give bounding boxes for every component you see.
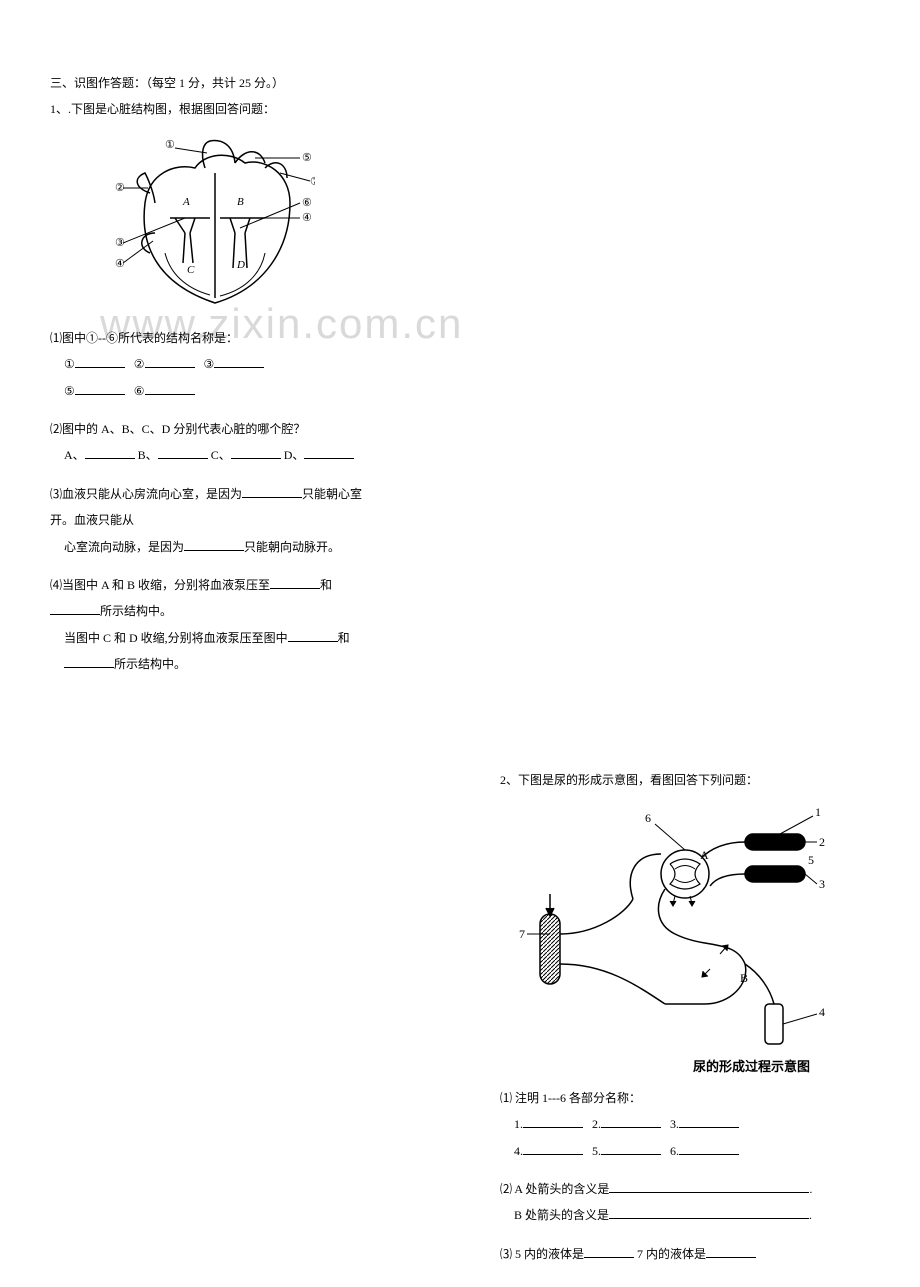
- heart-label-A: A: [182, 196, 190, 208]
- label-A: A、: [64, 448, 85, 462]
- blank: [609, 1179, 809, 1193]
- p5a: 当图中 C 和 D 收缩,分别将血液泵压至图中: [64, 631, 288, 645]
- heart-label-B: B: [237, 196, 244, 208]
- heart-label-4b: ④: [302, 212, 312, 224]
- p3d: 只能朝向动脉开。: [244, 540, 340, 554]
- heart-label-1: ①: [165, 139, 175, 151]
- p4b: 所示结构中。: [100, 604, 172, 618]
- heart-label-7: ⑦: [310, 176, 315, 188]
- urine-label-1: 1: [815, 805, 821, 819]
- lbl-3: 3.: [670, 1117, 679, 1131]
- q1-title: 1、.下图是心脏结构图，根据图回答问题：: [50, 96, 380, 122]
- blank: [584, 1244, 634, 1258]
- left-column: 三、识图作答题：（每空 1 分，共计 25 分。） 1、.下图是心脏结构图，根据…: [0, 0, 400, 697]
- blank: [50, 601, 100, 615]
- dot2: .: [809, 1208, 812, 1222]
- label-1: ①: [64, 357, 75, 371]
- blank: [85, 445, 135, 459]
- blank: [304, 445, 354, 459]
- blank: [601, 1141, 661, 1155]
- lbl-6: 6.: [670, 1144, 679, 1158]
- blank: [288, 628, 338, 642]
- dot: .: [809, 1182, 812, 1196]
- heart-label-2: ②: [115, 182, 125, 194]
- blank: [214, 354, 264, 368]
- blank: [601, 1114, 661, 1128]
- q1-row2: ⑤ ⑥: [50, 378, 380, 404]
- urine-caption: 尿的形成过程示意图: [500, 1056, 840, 1075]
- urine-figure: 1 2 5 3 4 6 7 A B 尿的形成过程示意图: [500, 804, 840, 1075]
- blank: [75, 354, 125, 368]
- blank: [609, 1205, 809, 1219]
- heart-label-5: ⑤: [302, 152, 312, 164]
- p2b: B 处箭头的含义是: [514, 1208, 609, 1222]
- lbl-4: 4.: [514, 1144, 523, 1158]
- blank: [679, 1114, 739, 1128]
- q2-p2a: ⑵ A 处箭头的含义是.: [500, 1176, 840, 1202]
- p3a: ⑶血液只能从心房流向心室，是因为: [50, 487, 242, 501]
- q2-p1: ⑴ 注明 1---6 各部分名称：: [500, 1085, 840, 1111]
- q2-row2: 4. 5. 6.: [500, 1138, 840, 1164]
- urine-label-2: 2: [819, 835, 825, 849]
- label-6: ⑥: [134, 384, 145, 398]
- heart-label-D: D: [236, 259, 245, 271]
- p2a: ⑵ A 处箭头的含义是: [500, 1182, 609, 1196]
- q1-row1: ① ② ③: [50, 351, 380, 377]
- p3c: 心室流向动脉，是因为: [64, 540, 184, 554]
- lbl-2: 2.: [592, 1117, 601, 1131]
- urine-label-6: 6: [645, 811, 651, 825]
- blank: [158, 445, 208, 459]
- blank: [184, 537, 244, 551]
- q2-p3: ⑶ 5 内的液体是 7 内的液体是: [500, 1241, 840, 1267]
- urine-label-3: 3: [819, 877, 825, 891]
- q1-p1: ⑴图中①--⑥所代表的结构名称是：: [50, 325, 380, 351]
- right-column: 2、下图是尿的形成示意图，看图回答下列问题：: [460, 697, 860, 1287]
- q2-title: 2、下图是尿的形成示意图，看图回答下列问题：: [500, 767, 840, 793]
- heart-label-3: ③: [115, 237, 125, 249]
- blank: [145, 381, 195, 395]
- heart-label-C: C: [187, 264, 195, 276]
- urine-label-4: 4: [819, 1005, 825, 1019]
- lbl-1: 1.: [514, 1117, 523, 1131]
- blank: [64, 654, 114, 668]
- urine-label-5: 5: [808, 853, 814, 867]
- q1-p3: ⑶血液只能从心房流向心室，是因为只能朝心室开。血液只能从: [50, 481, 380, 534]
- label-5: ⑤: [64, 384, 75, 398]
- q1-p2: ⑵图中的 A、B、C、D 分别代表心脏的哪个腔？: [50, 416, 380, 442]
- urine-label-7: 7: [519, 927, 525, 941]
- heart-figure: ① ② ③ ④ ⑤ ⑥ ④ ⑦ A B C D: [50, 133, 380, 313]
- q1-p3c: 心室流向动脉，是因为 只能朝向动脉开。: [50, 534, 380, 560]
- p3a: ⑶ 5 内的液体是: [500, 1247, 584, 1261]
- blank: [523, 1114, 583, 1128]
- blank: [75, 381, 125, 395]
- label-B: B、: [138, 448, 158, 462]
- q2-p2b: B 处箭头的含义是.: [500, 1202, 840, 1228]
- label-2: ②: [134, 357, 145, 371]
- heart-label-4: ④: [115, 258, 125, 270]
- blank: [270, 575, 320, 589]
- section-header: 三、识图作答题：（每空 1 分，共计 25 分。）: [50, 70, 380, 96]
- blank: [706, 1244, 756, 1258]
- label-D: D、: [284, 448, 305, 462]
- blank: [523, 1141, 583, 1155]
- q1-p4: ⑷当图中 A 和 B 收缩，分别将血液泵压至 和所示结构中。: [50, 572, 380, 625]
- blank: [242, 484, 302, 498]
- p4a: ⑷当图中 A 和 B 收缩，分别将血液泵压至: [50, 578, 270, 592]
- heart-label-6: ⑥: [302, 197, 312, 209]
- label-C: C、: [211, 448, 231, 462]
- lbl-5: 5.: [592, 1144, 601, 1158]
- blank: [231, 445, 281, 459]
- p4mid: 和: [320, 578, 332, 592]
- blank: [145, 354, 195, 368]
- p4mid2: 和: [338, 631, 350, 645]
- q2-row1: 1. 2. 3.: [500, 1111, 840, 1137]
- blank: [679, 1141, 739, 1155]
- q1-row3: A、 B、 C、 D、: [50, 442, 380, 468]
- q1-p5: 当图中 C 和 D 收缩,分别将血液泵压至图中 和所示结构中。: [50, 625, 380, 678]
- urine-label-B: B: [740, 971, 748, 985]
- urine-label-A: A: [700, 848, 709, 862]
- p5b: 所示结构中。: [114, 657, 186, 671]
- p3b: 7 内的液体是: [637, 1247, 706, 1261]
- label-3: ③: [204, 357, 215, 371]
